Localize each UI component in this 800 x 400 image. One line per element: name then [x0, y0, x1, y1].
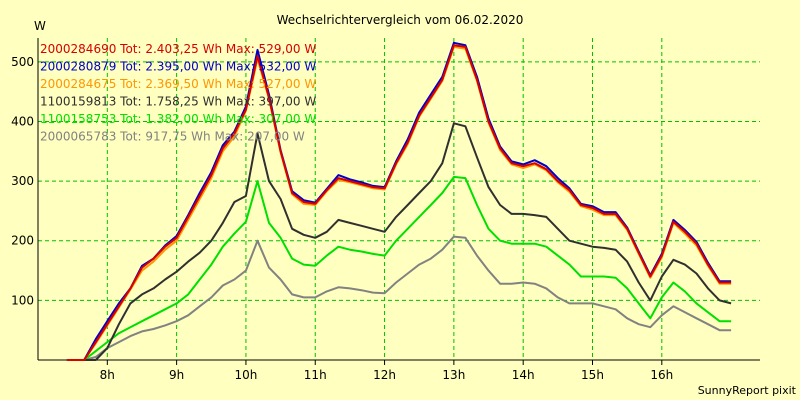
plot-area: [38, 38, 760, 360]
legend: 2000284690 Tot: 2.403,25 Wh Max: 529,00 …: [40, 42, 316, 144]
series-line-3: [66, 122, 732, 361]
y-tick-label: 100: [11, 293, 34, 307]
x-tick-label: 14h: [512, 368, 535, 382]
y-tick-label: 200: [11, 234, 34, 248]
series-line-0: [66, 44, 732, 361]
y-tick-label: 300: [11, 174, 34, 188]
axes: 100 200 300 400 500 8h 9h 10h 11h 12h 13h 14h 15h 16h: [11, 38, 760, 382]
grid: [38, 38, 760, 360]
legend-entry-0: 2000284690 Tot: 2.403,25 Wh Max: 529,00 …: [40, 42, 316, 56]
x-tick-label: 16h: [650, 368, 673, 382]
legend-entry-2: 2000284675 Tot: 2.369,50 Wh Max: 527,00 …: [40, 77, 316, 91]
x-tick-label: 8h: [100, 368, 115, 382]
x-tick-label: 11h: [304, 368, 327, 382]
x-tick-label: 13h: [442, 368, 465, 382]
chart-title: Wechselrichtervergleich vom 06.02.2020: [277, 13, 524, 27]
x-tick-label: 10h: [234, 368, 257, 382]
series-lines: [66, 41, 732, 361]
x-tick-label: 9h: [169, 368, 184, 382]
legend-entry-1: 2000280879 Tot: 2.395,00 Wh Max: 532,00 …: [40, 60, 316, 74]
legend-entry-4: 1100158753 Tot: 1.382,00 Wh Max: 307,00 …: [40, 112, 316, 126]
y-tick-label: 500: [11, 55, 34, 69]
y-axis-label: W: [34, 19, 46, 33]
x-tick-label: 15h: [581, 368, 604, 382]
series-line-4: [66, 175, 732, 361]
footer-label: SunnyReport pixit: [698, 384, 797, 397]
x-tick-label: 12h: [373, 368, 396, 382]
series-line-5: [66, 235, 732, 361]
y-tick-label: 400: [11, 114, 34, 128]
legend-entry-5: 2000065783 Tot: 917,75 Wh Max: 207,00 W: [40, 130, 305, 144]
legend-entry-3: 1100159813 Tot: 1.758,25 Wh Max: 397,00 …: [40, 95, 316, 109]
